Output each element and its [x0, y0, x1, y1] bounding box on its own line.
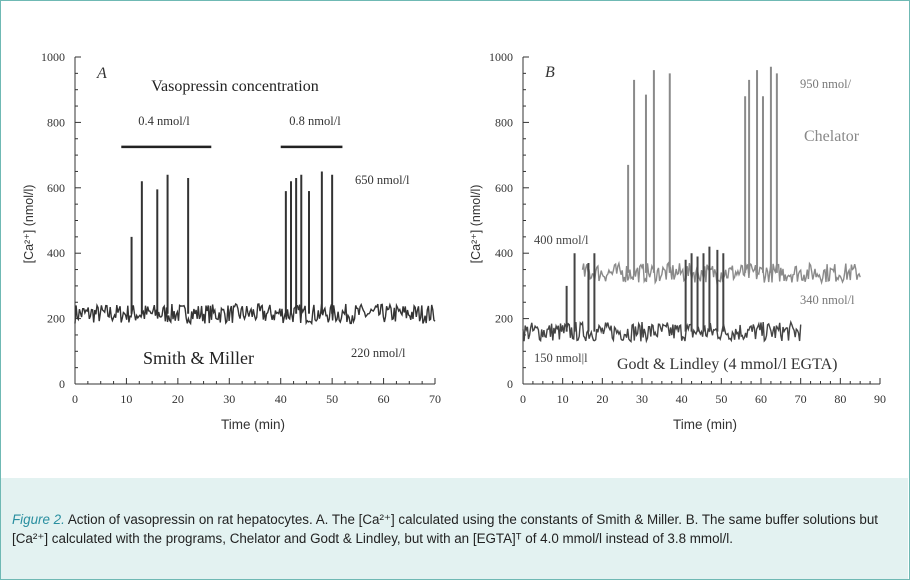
- panel-b-x-tick-label: 60: [755, 392, 767, 406]
- panel-a-x-tick-label: 70: [429, 392, 441, 406]
- panel-a-label: A: [96, 65, 107, 82]
- panel-a-conc2: 0.8 nmol/l: [289, 114, 341, 128]
- panel-b-x-tick-label: 70: [795, 392, 807, 406]
- panel-a-x-tick-label: 20: [172, 392, 184, 406]
- panel-b-y-tick-label: 800: [495, 115, 513, 129]
- panel-b-y-tick-label: 0: [507, 377, 513, 391]
- panel-b-x-tick-label: 80: [834, 392, 846, 406]
- panel-b-x-tick-label: 0: [520, 392, 526, 406]
- panel-b-x-tick-label: 10: [557, 392, 569, 406]
- panel-a-baseline-label: 220 nmol/l: [351, 346, 406, 360]
- panel-b-plot: 0 200 400 600 800 1000 0 10 20 30 40 50 60 70 80 90: [489, 50, 886, 406]
- panel-b-y-tick-label: 200: [495, 312, 513, 326]
- panel-a-x-tick-label: 50: [326, 392, 338, 406]
- panel-a-y-tick-label: 1000: [41, 50, 65, 64]
- panel-a-y-tick-label: 800: [47, 115, 65, 129]
- panel-a-peak-label: 650 nmol/l: [355, 173, 410, 187]
- panel-a-xlabel: Time (min): [221, 417, 285, 432]
- panel-a-y-tick-label: 200: [47, 312, 65, 326]
- panel-b-y-tick-label: 400: [495, 246, 513, 260]
- panel-a-x-tick-label: 40: [275, 392, 287, 406]
- panel-a-y-tick-label: 0: [59, 377, 65, 391]
- panel-b-chelator-label: Chelator: [804, 128, 860, 145]
- caption-label: Figure 2.: [12, 512, 65, 527]
- figure-caption: Figure 2. Action of vasopressin on rat h…: [12, 510, 892, 548]
- panel-b-y-tick-label: 1000: [489, 50, 513, 64]
- panel-a-method-label: Smith & Miller: [143, 348, 254, 368]
- panel-a-ylabel: [Ca²⁺] (nmol/l): [22, 185, 36, 264]
- caption-text: Action of vasopressin on rat hepatocytes…: [12, 512, 879, 546]
- panel-a-x-tick-label: 30: [223, 392, 235, 406]
- panel-a-y-tick-label: 600: [47, 181, 65, 195]
- panel-b-x-tick-label: 40: [676, 392, 688, 406]
- panel-a-plot: 0 200 400 600 800 1000 0 10 20 30 40 50 60 70: [41, 50, 441, 406]
- panel-a-x-tick-label: 10: [120, 392, 132, 406]
- panel-b-x-tick-label: 30: [636, 392, 648, 406]
- panel-b-godt-peak-label: 400 nmol/l: [534, 233, 589, 247]
- panel-a-conc1: 0.4 nmol/l: [138, 114, 190, 128]
- panel-b-ylabel: [Ca²⁺] (nmol/l): [469, 185, 483, 264]
- panel-b-x-tick-label: 20: [596, 392, 608, 406]
- caption-box: [1, 478, 908, 579]
- panel-b-xlabel: Time (min): [673, 417, 737, 432]
- panel-b-label: B: [545, 64, 555, 81]
- panel-b-trace-1: [522, 319, 802, 344]
- panel-a-title: Vasopressin concentration: [151, 78, 319, 95]
- panel-b-godt-baseline-label: 150 nmol|l: [534, 351, 588, 365]
- panel-b-godt-label: Godt & Lindley (4 mmol/l EGTA): [617, 356, 837, 373]
- panel-b-trace-0: [581, 260, 861, 286]
- panel-b-y-tick-label: 600: [495, 181, 513, 195]
- panel-b-peak-label: 950 nmol/: [800, 77, 852, 91]
- panel-b-x-tick-label: 50: [715, 392, 727, 406]
- panel-a-x-tick-label: 60: [378, 392, 390, 406]
- panel-b-chelator-baseline-label: 340 nmol/l: [800, 293, 855, 307]
- panel-a-y-tick-label: 400: [47, 246, 65, 260]
- panel-a-x-tick-label: 0: [72, 392, 78, 406]
- panel-a-trace-0: [74, 302, 436, 326]
- panel-b-x-tick-label: 90: [874, 392, 886, 406]
- figure-chart: A Vasopressin concentration 0.4 nmol/l 0…: [22, 50, 886, 432]
